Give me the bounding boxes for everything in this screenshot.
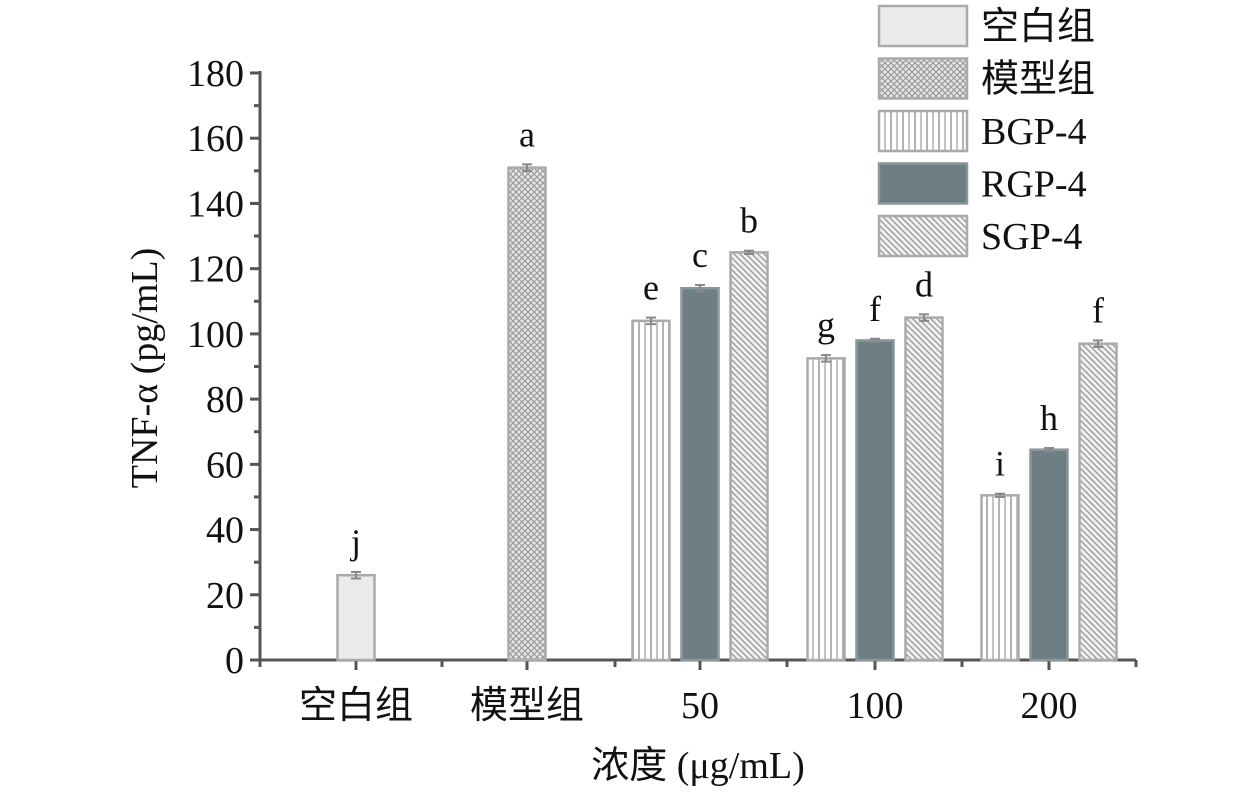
x-tick-label: 100 <box>847 685 904 727</box>
y-tick-label: 100 <box>187 314 244 356</box>
legend-label: 模型组 <box>981 59 1095 101</box>
bar-BGP-4-50 <box>631 319 671 662</box>
legend-swatch-空白组 <box>877 4 969 48</box>
bar-RGP-4-50 <box>680 286 720 662</box>
bar-RGP-4-200 <box>1029 448 1069 662</box>
bar-SGP-4-50 <box>729 251 769 662</box>
significance-label: a <box>519 114 535 154</box>
bar-SGP-4-200 <box>1078 342 1118 662</box>
legend-label: 空白组 <box>981 6 1095 48</box>
significance-label: b <box>740 201 758 241</box>
legend-swatch-BGP-4 <box>877 109 969 153</box>
y-tick-label: 160 <box>187 118 244 160</box>
significance-label: f <box>869 289 881 329</box>
x-axis-title: 浓度 (μg/mL) <box>591 745 805 787</box>
significance-label: e <box>643 268 659 308</box>
y-tick-label: 180 <box>187 53 244 95</box>
y-tick-label: 120 <box>187 249 244 291</box>
y-tick-label: 40 <box>206 510 244 552</box>
y-tick-label: 0 <box>225 640 244 682</box>
significance-label: d <box>915 264 933 304</box>
significance-label: j <box>349 522 361 562</box>
y-tick-label: 80 <box>206 379 244 421</box>
y-axis-title: TNF-α (pg/mL) <box>124 248 166 489</box>
x-tick-label: 50 <box>681 685 719 727</box>
bar-BGP-4-100 <box>806 357 846 662</box>
legend-swatch-RGP-4 <box>877 162 969 205</box>
legend-label: SGP-4 <box>981 216 1082 258</box>
y-tick-label: 60 <box>206 444 244 486</box>
y-tick-label: 140 <box>187 183 244 225</box>
bar-空白组-空白组 <box>336 573 376 662</box>
significance-label: h <box>1040 398 1058 438</box>
significance-label: g <box>817 305 835 345</box>
legend-swatch-SGP-4 <box>877 214 969 258</box>
bar-SGP-4-100 <box>904 316 944 662</box>
bar-BGP-4-200 <box>980 494 1020 662</box>
x-tick-label: 空白组 <box>299 685 413 727</box>
y-tick-label: 20 <box>206 575 244 617</box>
legend-swatch-模型组 <box>877 57 969 100</box>
x-tick-label: 模型组 <box>470 685 584 727</box>
plot-area: 0 20 40 60 80 100 120 140 160 180 空白组 模型组 50 100 200 浓度… <box>124 53 1138 787</box>
significance-label: c <box>692 235 708 275</box>
significance-label: i <box>995 444 1005 484</box>
bar-RGP-4-100 <box>855 339 895 662</box>
significance-label: f <box>1092 290 1104 330</box>
legend-label: BGP-4 <box>981 111 1087 153</box>
bar-模型组-模型组 <box>507 166 547 662</box>
legend-label: RGP-4 <box>981 164 1087 206</box>
x-tick-label: 200 <box>1021 685 1078 727</box>
